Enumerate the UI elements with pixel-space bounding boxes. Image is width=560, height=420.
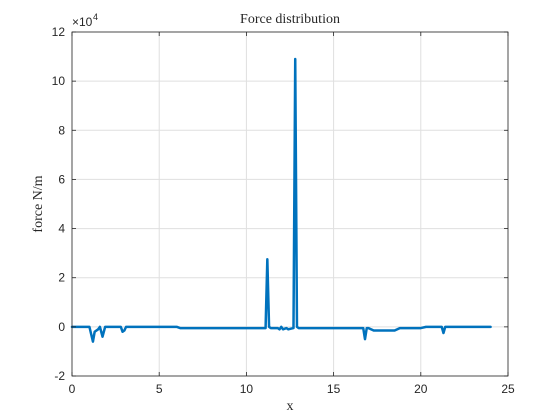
y-tick-label-1: 0 [58,320,65,334]
x-axis-label: x [287,399,294,414]
series-lines [70,57,492,343]
series-line-0 [70,57,492,343]
x-tick-label-4: 20 [414,382,428,396]
y-tick-label-2: 2 [58,271,65,285]
y-axis-label: force N/m [31,175,46,232]
y-tick-label-5: 8 [58,123,65,137]
y-axis-multiplier-exponent: 4 [93,12,98,22]
y-axis-multiplier-base: ×10 [72,15,93,29]
x-tick-label-3: 15 [327,382,341,396]
y-tick-label-3: 4 [58,222,65,236]
y-tick-label-6: 10 [52,74,66,88]
y-axis-multiplier: ×10 4 [72,12,98,29]
y-tick-label-0: -2 [54,369,65,383]
y-tick-label-4: 6 [58,172,65,186]
axes-frame [71,31,509,377]
y-tick-label-7: 12 [52,25,66,39]
x-tick-label-2: 10 [240,382,254,396]
x-tick-label-0: 0 [69,382,76,396]
tick-labels: 0 5 10 15 20 25 -2 0 2 4 6 8 10 12 [52,25,515,396]
plot-area [72,32,508,376]
x-tick-label-5: 25 [501,382,515,396]
plot-background [72,32,508,376]
axes [71,31,509,377]
x-tick-label-1: 5 [156,382,163,396]
chart-title: Force distribution [240,12,340,27]
